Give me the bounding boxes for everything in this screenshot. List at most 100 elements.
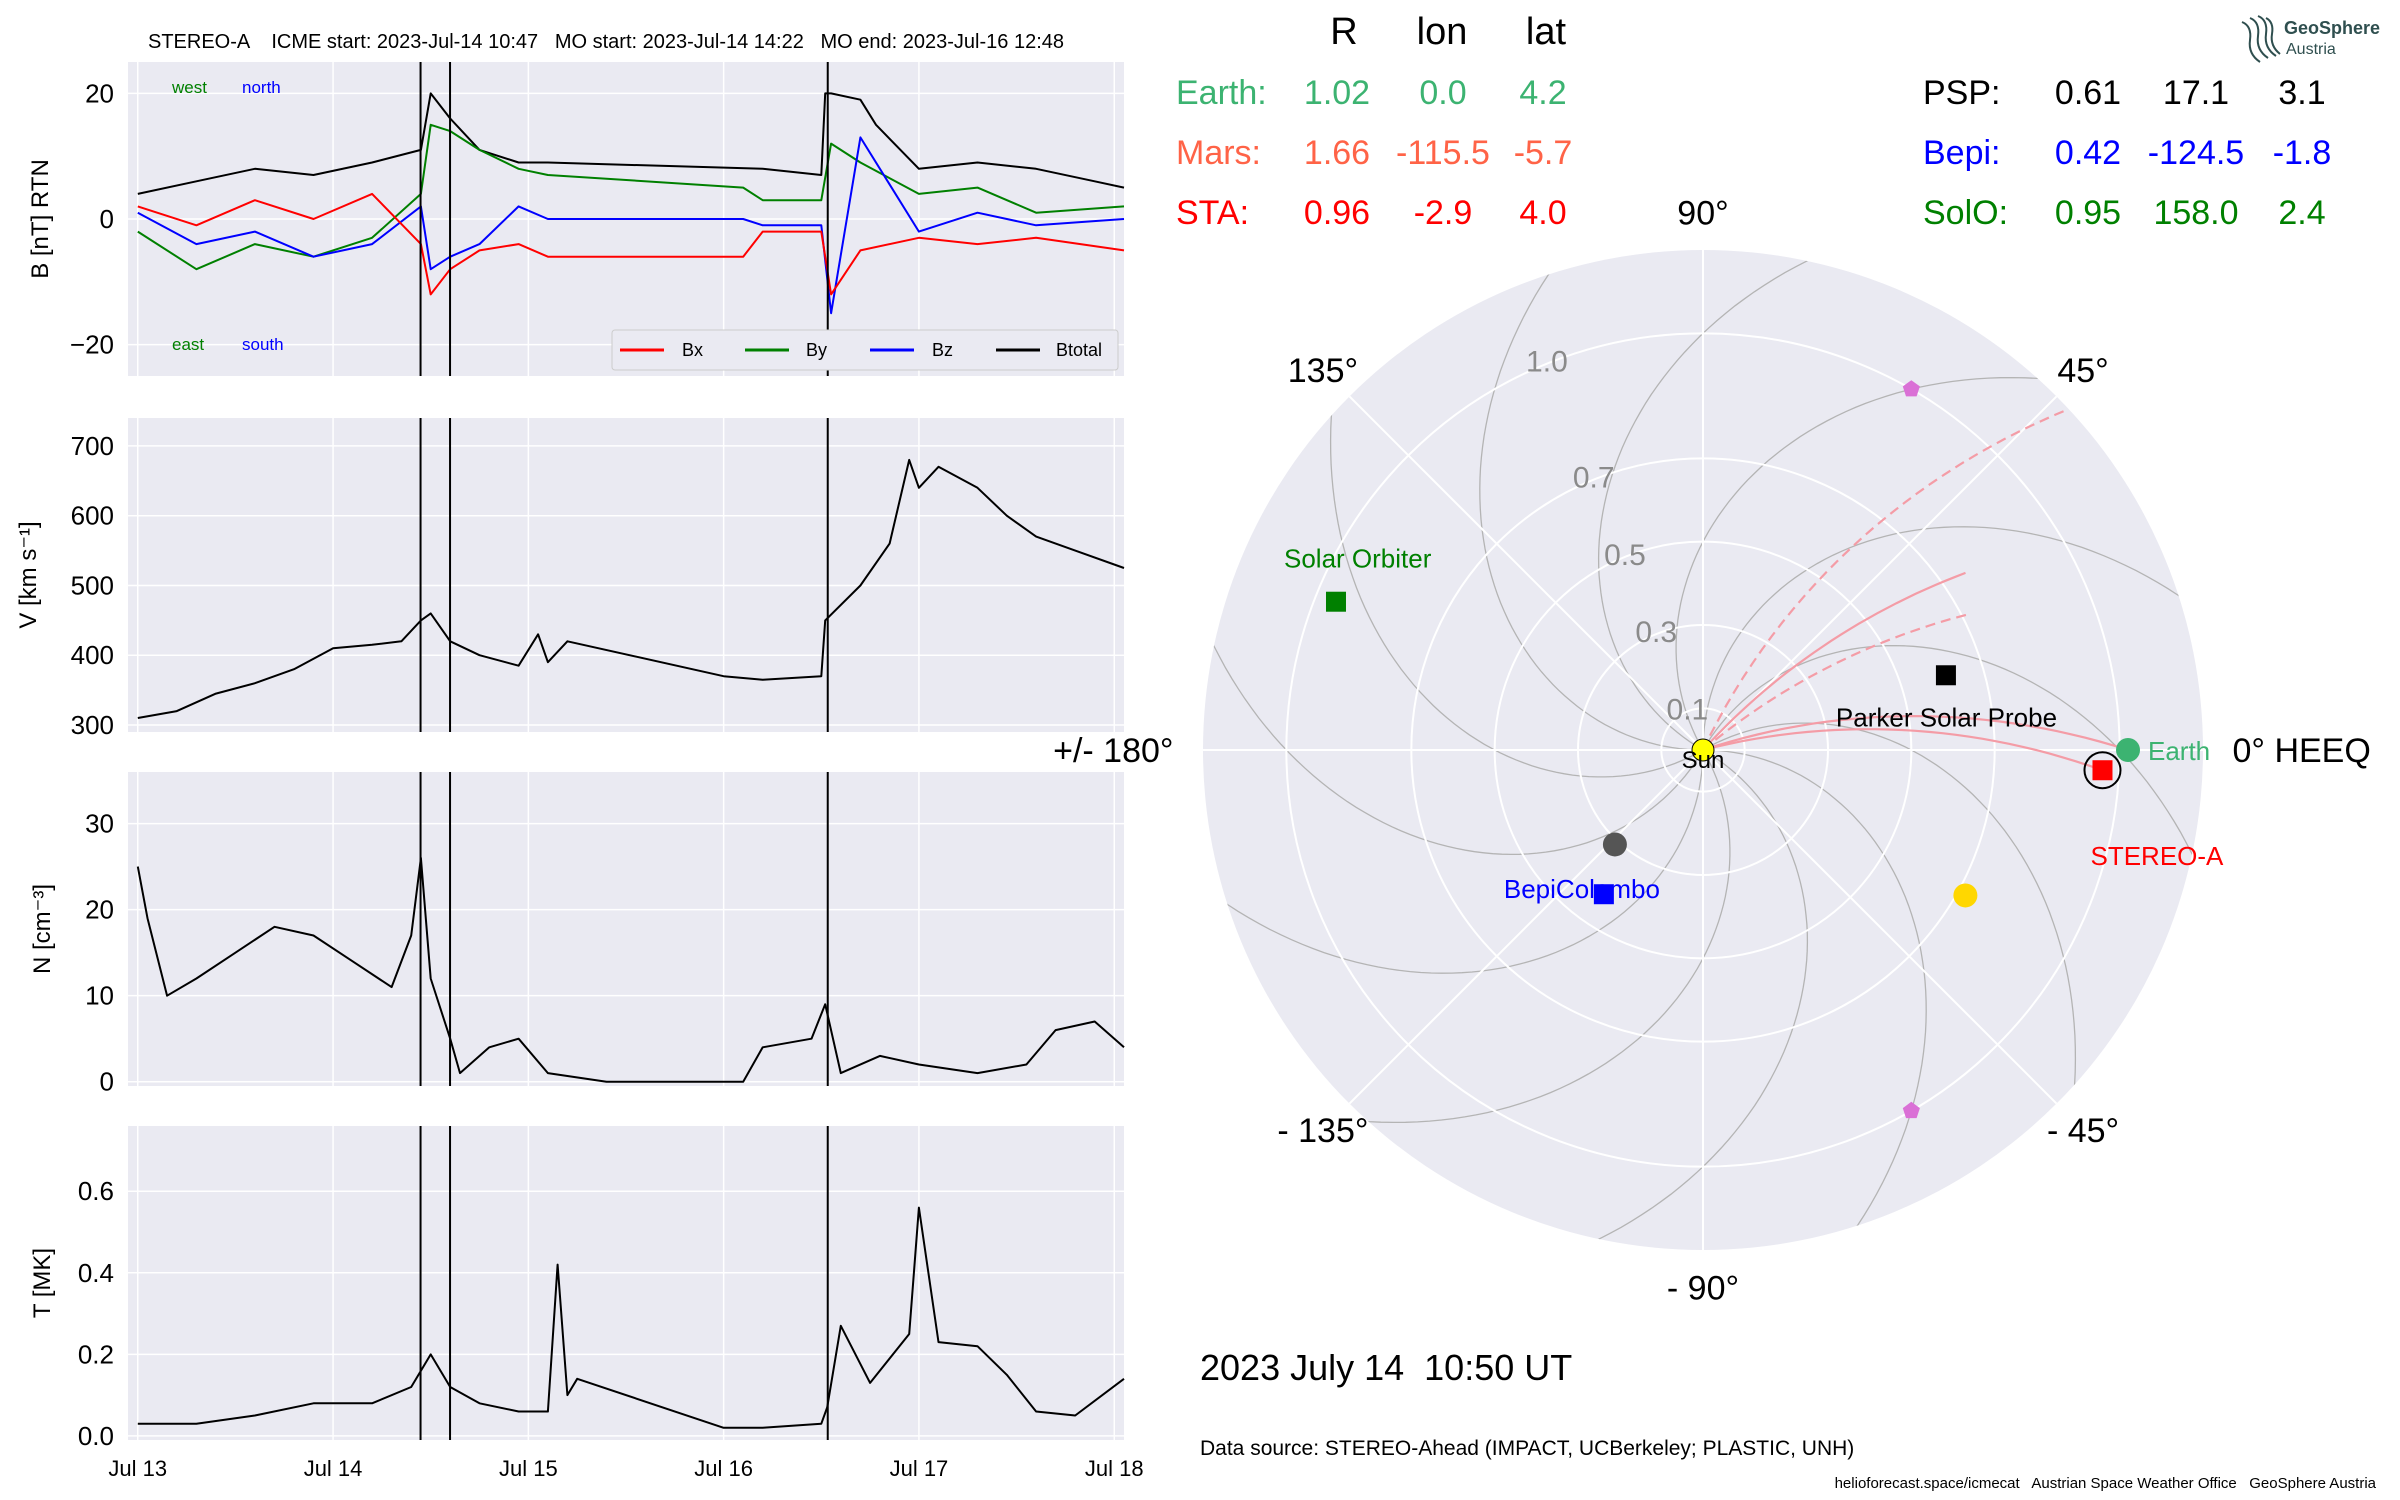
series-line-btotal bbox=[137, 92, 1125, 195]
annotation-west: west bbox=[171, 78, 207, 97]
polar-angle-label: - 135° bbox=[1277, 1112, 1368, 1150]
panel-v-ytick-label: 700 bbox=[71, 431, 114, 461]
panel-t-event-lines bbox=[419, 1126, 829, 1440]
object-label-solar-orbiter: Solar Orbiter bbox=[1284, 544, 1432, 574]
polar-radial-tick-label: 1.0 bbox=[1526, 346, 1568, 379]
position-lat-value: 4.0 bbox=[1519, 194, 1566, 232]
series-line-n bbox=[136, 857, 1125, 1083]
object-label-sun: Sun bbox=[1682, 747, 1725, 774]
polar-angle-gridline bbox=[1348, 749, 1704, 1105]
panel-v-ytick-label: 400 bbox=[71, 640, 114, 670]
x-tick-label: Jul 17 bbox=[890, 1456, 949, 1481]
panel-b-ytick-label: −20 bbox=[70, 330, 114, 360]
position-lon-value: 0.0 bbox=[1419, 74, 1466, 112]
panel-v-ytick-label: 500 bbox=[71, 570, 114, 600]
position-r-value: 0.95 bbox=[2055, 194, 2121, 232]
position-r-value: 0.42 bbox=[2055, 134, 2121, 172]
panel-t-ytick-label: 0.4 bbox=[78, 1258, 114, 1288]
polar-angle-label: 90° bbox=[1677, 195, 1728, 233]
polar-angle-label: +/- 180° bbox=[1053, 732, 1173, 770]
panel-t-series bbox=[137, 1206, 1125, 1429]
position-row-label: Mars: bbox=[1176, 134, 1261, 172]
position-lon-value: 17.1 bbox=[2163, 74, 2229, 112]
position-lat-value: 4.2 bbox=[1519, 74, 1566, 112]
panel-b-series bbox=[137, 92, 1125, 315]
panel-t-grid bbox=[128, 1126, 1124, 1440]
position-r-value: 0.61 bbox=[2055, 74, 2121, 112]
panel-density: 0 10 20 30 N [cm⁻³] bbox=[29, 772, 1125, 1097]
panel-n-event-lines bbox=[419, 772, 829, 1086]
panel-v-yticks: 300 400 500 600 700 bbox=[71, 431, 114, 740]
polar-objects bbox=[1325, 380, 2140, 1119]
marker-bepicolombo bbox=[1593, 884, 1614, 905]
marker-sun-earth-l4 bbox=[1902, 380, 1920, 397]
marker-parker-solar-probe bbox=[1935, 665, 1956, 686]
panel-b-event-lines bbox=[419, 62, 829, 376]
position-lat-value: -5.7 bbox=[1514, 134, 1573, 172]
field-line-dashed-2 bbox=[1702, 407, 2070, 751]
credits: helioforecast.space/icmecat Austrian Spa… bbox=[1835, 1475, 2377, 1492]
position-r-value: 1.02 bbox=[1304, 74, 1370, 112]
panel-n-ytick-label: 0 bbox=[100, 1067, 114, 1097]
field-line-stereo-a bbox=[1702, 728, 2103, 772]
polar-angle-label: - 45° bbox=[2047, 1112, 2119, 1150]
panel-n-ytick-label: 20 bbox=[85, 895, 114, 925]
marker-stereo-a bbox=[2092, 760, 2113, 781]
position-row-label: SolO: bbox=[1923, 194, 2008, 232]
panel-b-ytick-label: 20 bbox=[85, 78, 114, 108]
field-line-dashed-1 bbox=[1702, 612, 1971, 751]
legend-bz-label: Bz bbox=[932, 340, 953, 360]
legend-by-label: By bbox=[806, 340, 827, 360]
legend-bx-label: Bx bbox=[682, 340, 703, 360]
geosphere-logo-icon bbox=[2241, 15, 2281, 63]
field-line-earth bbox=[1702, 714, 2129, 752]
polar-angle-gridline bbox=[1702, 395, 2058, 751]
marker-sun-earth-l5 bbox=[1902, 1101, 1920, 1119]
panel-b-ytick-label: 0 bbox=[100, 204, 114, 234]
position-col-header: R bbox=[1330, 11, 1357, 53]
stereo-a-highlight-ring bbox=[2083, 751, 2122, 790]
object-label-parker-solar-probe: Parker Solar Probe bbox=[1836, 702, 2057, 732]
polar-orbit-plot: 0.1 0.3 0.5 0.7 1.0 90° 45° 0° HEEQ - 45° - 90° - … bbox=[1053, 195, 2371, 1308]
polar-angle-gridline bbox=[1702, 749, 2058, 1105]
polar-angle-label: - 90° bbox=[1667, 1270, 1739, 1308]
panel-t-ytick-label: 0.0 bbox=[78, 1421, 114, 1451]
panel-n-ylabel: N [cm⁻³] bbox=[29, 884, 56, 974]
panel-n-series bbox=[136, 857, 1125, 1083]
object-label-bepicolombo: BepiColombo bbox=[1504, 874, 1660, 904]
panel-t-ytick-label: 0.6 bbox=[78, 1176, 114, 1206]
panel-v-ytick-label: 300 bbox=[71, 710, 114, 740]
series-line-bz bbox=[137, 136, 1125, 315]
marker-venus bbox=[1953, 883, 1978, 908]
panel-t-ytick-label: 0.2 bbox=[78, 1339, 114, 1369]
position-r-value: 1.66 bbox=[1304, 134, 1370, 172]
polar-radial-tick-label: 0.5 bbox=[1604, 539, 1646, 572]
polar-angle-label: 135° bbox=[1288, 352, 1358, 390]
annotation-south: south bbox=[242, 335, 284, 354]
marker-earth bbox=[2116, 738, 2140, 762]
panel-v-series bbox=[137, 458, 1125, 719]
x-tick-label: Jul 16 bbox=[694, 1456, 753, 1481]
panel-b-legend: Bx By Bz Btotal bbox=[611, 329, 1119, 371]
x-tick-label: Jul 15 bbox=[499, 1456, 558, 1481]
panel-t-ylabel: T [MK] bbox=[29, 1248, 56, 1318]
position-lat-value: -1.8 bbox=[2273, 134, 2332, 172]
object-label-stereo-a: STEREO-A bbox=[2090, 841, 2224, 871]
logo-line2: Austria bbox=[2286, 41, 2336, 58]
polar-object-labels: Earth STEREO-A Parker Solar Probe BepiColom… bbox=[1284, 544, 2224, 905]
header-title: STEREO-A ICME start: 2023-Jul-14 10:47 M… bbox=[148, 31, 1064, 53]
panel-v-ylabel: V [km s⁻¹] bbox=[15, 521, 42, 628]
position-row-label: STA: bbox=[1176, 194, 1249, 232]
x-tick-label: Jul 14 bbox=[304, 1456, 363, 1481]
logo-line1: GeoSphere bbox=[2284, 18, 2380, 38]
polar-radial-tick-label: 0.3 bbox=[1635, 616, 1677, 649]
panel-magnetic-field: 200−20 B [nT] RTN west north east south … bbox=[27, 62, 1125, 376]
position-lat-value: 3.1 bbox=[2278, 74, 2325, 112]
position-r-value: 0.96 bbox=[1304, 194, 1370, 232]
panel-temperature: 0.0 0.2 0.4 0.6 T [MK] bbox=[29, 1126, 1125, 1451]
x-tick-label: Jul 13 bbox=[108, 1456, 167, 1481]
position-row-label: Bepi: bbox=[1923, 134, 2001, 172]
panel-n-ytick-label: 10 bbox=[85, 981, 114, 1011]
x-tick-label: Jul 18 bbox=[1085, 1456, 1144, 1481]
